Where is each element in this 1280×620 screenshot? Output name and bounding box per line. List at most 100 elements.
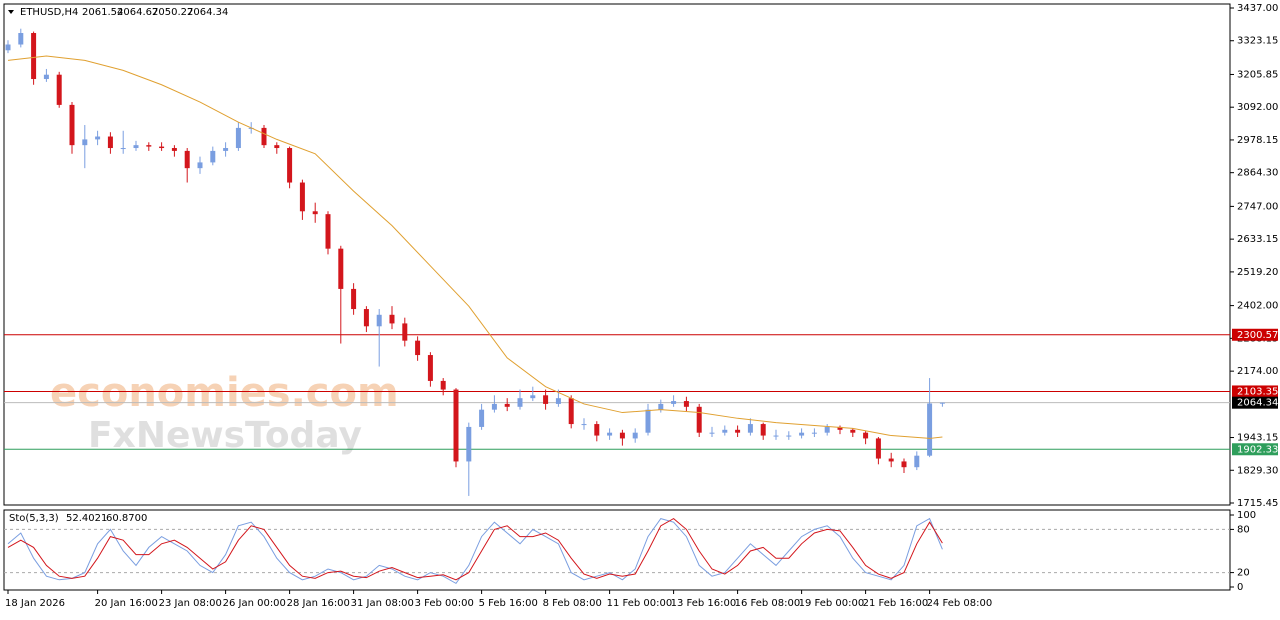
candle-body xyxy=(850,429,856,433)
candle-body xyxy=(287,148,293,183)
candle-body xyxy=(210,150,216,163)
x-tick-label: 28 Jan 16:00 xyxy=(287,598,350,609)
candle-body xyxy=(645,409,651,433)
x-tick-label: 13 Feb 16:00 xyxy=(671,598,737,609)
price-panel xyxy=(3,3,1231,506)
candle-body xyxy=(338,248,344,289)
x-tick-label: 18 Jan 2026 xyxy=(5,598,65,609)
price-level-box xyxy=(1232,328,1278,341)
candle-body xyxy=(363,309,369,327)
candle-body xyxy=(5,44,11,51)
candle-body xyxy=(325,214,331,249)
candle-body xyxy=(274,145,280,149)
moving-average xyxy=(7,55,943,439)
y-tick-label: 1715.45 xyxy=(1237,498,1278,509)
x-tick-label: 26 Jan 00:00 xyxy=(223,598,286,609)
candle-body xyxy=(517,398,523,407)
ohlc-open: 2061.54 xyxy=(82,7,123,18)
x-tick-label: 11 Feb 00:00 xyxy=(607,598,673,609)
candle-body xyxy=(555,398,561,404)
candle-body xyxy=(95,136,101,140)
x-tick-label: 16 Feb 08:00 xyxy=(735,598,801,609)
candle-body xyxy=(799,432,805,436)
candle-body xyxy=(619,432,625,439)
candle-body xyxy=(197,162,203,169)
stoch-panel xyxy=(3,509,1231,591)
candle-body xyxy=(888,458,894,462)
y-tick-label: 3323.15 xyxy=(1237,36,1278,47)
candle-body xyxy=(427,355,433,381)
x-tick-label: 21 Feb 16:00 xyxy=(863,598,929,609)
candle-body xyxy=(133,145,139,149)
stoch-title: Sto(5,3,3) xyxy=(9,513,59,524)
price-level-label: 2064.34 xyxy=(1237,398,1278,409)
candle-body xyxy=(31,33,37,80)
candle-body xyxy=(402,323,408,341)
candle-body xyxy=(504,403,510,407)
candle-body xyxy=(773,435,779,437)
candle-body xyxy=(376,314,382,327)
y-tick-label: 1829.30 xyxy=(1237,465,1278,476)
candle-body xyxy=(607,432,613,436)
candle-body xyxy=(530,395,536,399)
candle-body xyxy=(56,74,62,105)
candle-body xyxy=(594,424,600,436)
candle-body xyxy=(760,424,766,436)
candle-body xyxy=(939,402,945,404)
candle-body xyxy=(415,340,421,356)
candle-body xyxy=(146,145,152,147)
stoch-main xyxy=(7,517,943,585)
stoch-tick-label: 100 xyxy=(1237,510,1256,521)
x-tick-label: 8 Feb 08:00 xyxy=(543,598,602,609)
y-tick-label: 2747.00 xyxy=(1237,201,1278,212)
candle-body xyxy=(389,314,395,324)
candle-body xyxy=(837,426,843,430)
stoch-signal xyxy=(7,517,943,581)
candle-body xyxy=(261,127,267,146)
y-tick-label: 3437.00 xyxy=(1237,3,1278,14)
candle-body xyxy=(683,401,689,407)
y-tick-label: 3092.00 xyxy=(1237,102,1278,113)
candle-body xyxy=(747,424,753,433)
candle-body xyxy=(811,432,817,434)
price-level-box xyxy=(1232,396,1278,409)
candle-body xyxy=(632,432,638,439)
price-level-label: 2103.35 xyxy=(1237,386,1278,397)
candle-body xyxy=(671,401,677,404)
candle-body xyxy=(440,380,446,390)
candle-body xyxy=(863,432,869,439)
y-tick-label: 2519.20 xyxy=(1237,267,1278,278)
watermark: economies.com xyxy=(50,370,399,416)
stoch-signal-value: 60.8700 xyxy=(106,513,147,524)
price-level-label: 1902.33 xyxy=(1237,444,1278,455)
x-tick-label: 5 Feb 16:00 xyxy=(479,598,538,609)
y-tick-label: 3205.85 xyxy=(1237,69,1278,80)
candle-body xyxy=(914,455,920,468)
ohlc-close: 2064.34 xyxy=(187,7,228,18)
x-tick-label: 20 Jan 16:00 xyxy=(95,598,158,609)
candle-body xyxy=(43,74,49,80)
symbol: ETHUSD,H4 xyxy=(20,7,78,18)
candle-body xyxy=(312,211,318,215)
watermark: FxNewsToday xyxy=(88,415,362,456)
candle-body xyxy=(927,403,933,456)
candle-body xyxy=(709,432,715,434)
candle-body xyxy=(107,136,113,149)
candle-body xyxy=(223,148,229,151)
ohlc-low: 2050.27 xyxy=(152,7,193,18)
candle-body xyxy=(159,146,165,149)
menu-arrow[interactable] xyxy=(8,10,14,14)
candle-body xyxy=(491,403,497,410)
candle-body xyxy=(696,406,702,433)
x-tick-label: 24 Feb 08:00 xyxy=(927,598,993,609)
candle-body xyxy=(543,395,549,404)
ohlc-high: 2064.67 xyxy=(117,7,158,18)
candle-body xyxy=(658,403,664,410)
candle-body xyxy=(824,426,830,433)
candle-body xyxy=(901,461,907,468)
stoch-tick-label: 0 xyxy=(1237,582,1243,593)
candle-body xyxy=(120,148,126,150)
price-level-box xyxy=(1232,443,1278,456)
candle-body xyxy=(479,409,485,427)
candle-body xyxy=(171,148,177,151)
